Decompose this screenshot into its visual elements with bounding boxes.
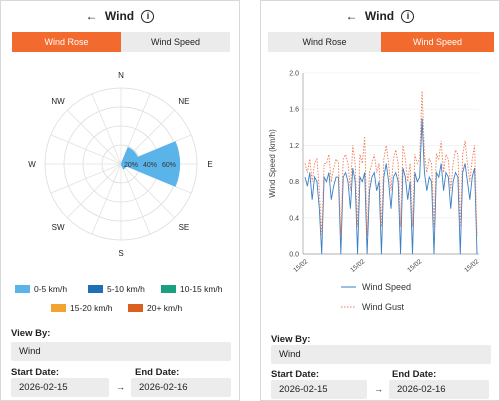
legend-item: 5-10 km/h bbox=[88, 284, 145, 294]
start-date-input[interactable]: 2026-02-15 bbox=[271, 380, 367, 399]
legend-label: Wind Gust bbox=[362, 302, 405, 312]
x-tick-label: 15/02 bbox=[349, 258, 366, 274]
rose-spoke bbox=[66, 163, 122, 219]
legend-swatch bbox=[128, 304, 143, 312]
wind-speed-panel: ← Wind i Wind Rose Wind Speed 0.0 0.4 0.8 1… bbox=[260, 0, 500, 401]
direction-label-s: S bbox=[118, 249, 123, 258]
view-by-label: View By: bbox=[271, 334, 311, 345]
header: ← Wind i bbox=[261, 9, 499, 23]
ring-label: 60% bbox=[162, 162, 176, 169]
direction-label-w: W bbox=[28, 160, 36, 169]
y-axis-label: Wind Speed (km/h) bbox=[268, 129, 277, 198]
view-by-select[interactable]: Wind bbox=[271, 345, 491, 364]
legend-item: 0-5 km/h bbox=[15, 284, 67, 294]
end-date-label: End Date: bbox=[392, 369, 437, 380]
direction-label-ne: NE bbox=[178, 97, 189, 106]
legend-swatch bbox=[51, 304, 66, 312]
direction-label-e: E bbox=[207, 160, 212, 169]
page-title: Wind bbox=[364, 9, 395, 23]
info-icon[interactable]: i bbox=[141, 10, 155, 23]
ring-label: 40% bbox=[143, 162, 157, 169]
x-tick-label: 15/02 bbox=[406, 258, 423, 274]
view-tabs: Wind Rose Wind Speed bbox=[268, 32, 494, 52]
start-date-label: Start Date: bbox=[271, 369, 320, 380]
wind-speed-chart: 0.0 0.4 0.8 1.2 1.6 2.0 Wind Speed (km/h) 15/02… bbox=[268, 71, 481, 313]
tab-wind-rose[interactable]: Wind Rose bbox=[268, 32, 381, 52]
legend-label: Wind Speed bbox=[362, 282, 411, 292]
series-line-wind-gust bbox=[304, 91, 478, 236]
legend-swatch bbox=[15, 285, 30, 293]
end-date-input[interactable]: 2026-02-16 bbox=[131, 378, 231, 397]
legend-swatch bbox=[88, 285, 103, 293]
tab-wind-speed[interactable]: Wind Speed bbox=[121, 32, 230, 52]
view-by-select[interactable]: Wind bbox=[11, 342, 231, 361]
tab-wind-speed[interactable]: Wind Speed bbox=[381, 32, 494, 52]
y-tick-label: 1.6 bbox=[289, 107, 299, 114]
wind-rose-panel: ← Wind i Wind Rose Wind Speed 20% 40% 60% N… bbox=[0, 0, 240, 401]
info-icon[interactable]: i bbox=[401, 10, 415, 23]
rose-spoke bbox=[120, 163, 151, 235]
rose-spoke bbox=[91, 93, 122, 165]
arrow-right-icon: → bbox=[116, 382, 125, 392]
y-tick-label: 2.0 bbox=[289, 71, 299, 78]
y-tick-label: 0.4 bbox=[289, 215, 299, 222]
rose-spoke bbox=[91, 163, 122, 235]
start-date-label: Start Date: bbox=[11, 367, 60, 378]
view-by-label: View By: bbox=[11, 328, 51, 339]
y-tick-label: 1.2 bbox=[289, 143, 299, 150]
legend-label: 20+ km/h bbox=[147, 303, 183, 313]
legend-label: 15-20 km/h bbox=[70, 303, 113, 313]
direction-label-nw: NW bbox=[51, 97, 65, 106]
ring-label: 20% bbox=[124, 162, 138, 169]
direction-label-sw: SW bbox=[52, 223, 65, 232]
wind-rose-chart: 20% 40% 60% N NE E SE S SW W NW bbox=[28, 71, 212, 258]
y-tick-label: 0.8 bbox=[289, 179, 299, 186]
y-tick-label: 0.0 bbox=[289, 252, 299, 259]
x-tick-label: 15/02 bbox=[292, 258, 309, 274]
x-tick-label: 15/02 bbox=[463, 258, 480, 274]
back-arrow-icon[interactable]: ← bbox=[345, 9, 358, 23]
rose-spoke bbox=[50, 163, 122, 194]
legend-swatch bbox=[161, 285, 176, 293]
legend-item: 15-20 km/h bbox=[51, 303, 113, 313]
end-date-input[interactable]: 2026-02-16 bbox=[389, 380, 489, 399]
tab-wind-rose[interactable]: Wind Rose bbox=[12, 32, 121, 52]
view-tabs: Wind Rose Wind Speed bbox=[12, 32, 230, 52]
rose-spoke bbox=[50, 134, 122, 165]
start-date-input[interactable]: 2026-02-15 bbox=[11, 378, 109, 397]
rose-spoke bbox=[120, 163, 176, 219]
end-date-label: End Date: bbox=[135, 367, 180, 378]
header: ← Wind i bbox=[1, 9, 239, 23]
arrow-right-icon: → bbox=[374, 384, 383, 394]
series-line-wind-speed bbox=[304, 118, 478, 255]
direction-label-se: SE bbox=[179, 223, 190, 232]
legend-label: 0-5 km/h bbox=[34, 284, 68, 294]
legend-label: 10-15 km/h bbox=[180, 284, 223, 294]
rose-wedge-e bbox=[120, 141, 181, 187]
page-title: Wind bbox=[104, 9, 135, 23]
rose-wedge-se bbox=[120, 163, 127, 170]
legend-label: 5-10 km/h bbox=[107, 284, 145, 294]
legend-item: 20+ km/h bbox=[128, 303, 182, 313]
direction-label-n: N bbox=[118, 71, 124, 80]
rose-spoke bbox=[66, 109, 122, 165]
legend-item: 10-15 km/h bbox=[161, 284, 223, 294]
back-arrow-icon[interactable]: ← bbox=[85, 9, 98, 23]
